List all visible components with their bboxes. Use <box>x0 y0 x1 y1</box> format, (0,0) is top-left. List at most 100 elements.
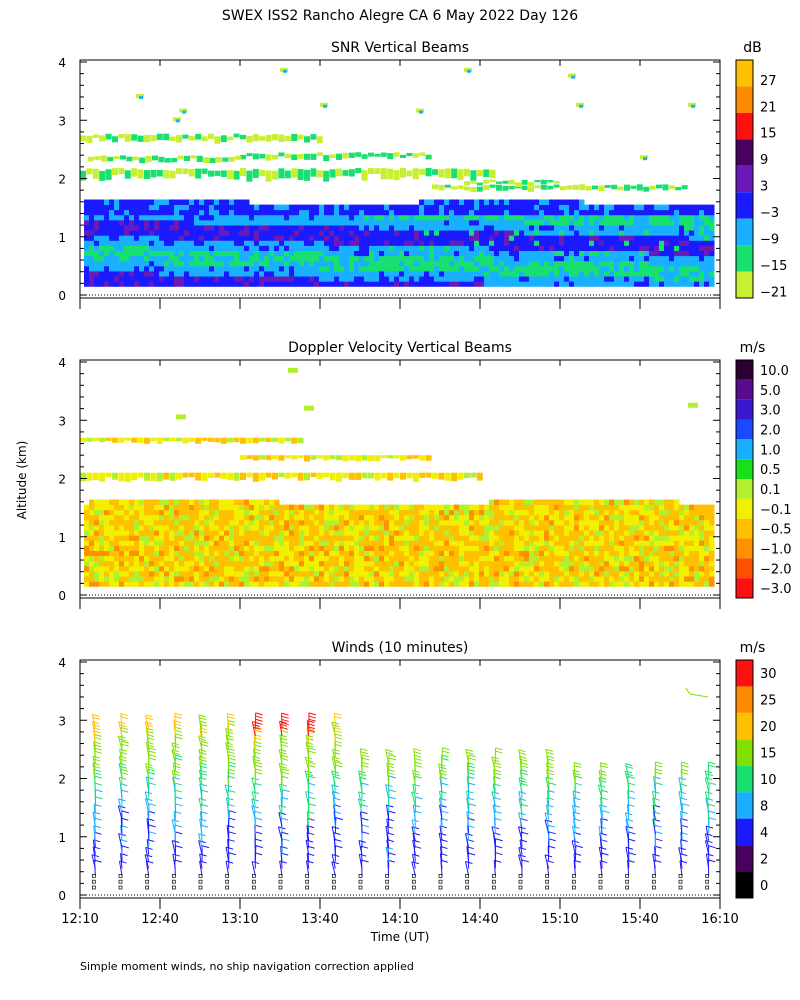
snr-cell <box>444 276 450 282</box>
doppler-cell <box>264 530 270 536</box>
doppler-cell <box>199 560 205 567</box>
doppler-cell <box>169 535 175 541</box>
snr-cell <box>574 235 580 241</box>
wind-barb <box>174 729 183 733</box>
snr-cell <box>549 260 555 267</box>
doppler-cell <box>359 565 365 572</box>
doppler-cell <box>199 571 205 577</box>
snr-cell <box>614 245 620 251</box>
doppler-cell <box>354 504 360 511</box>
snr-cell <box>189 281 195 287</box>
doppler-cell <box>219 545 225 551</box>
snr-cell <box>384 235 390 241</box>
doppler-cell <box>649 550 655 557</box>
snr-cell <box>209 235 215 241</box>
doppler-cell <box>309 571 315 577</box>
doppler-cell <box>449 504 455 511</box>
snr-cell <box>544 255 550 262</box>
snr-cell <box>479 265 485 272</box>
snr-cell <box>389 281 395 287</box>
wind-barb <box>199 811 203 827</box>
snr-cell <box>284 230 290 236</box>
snr-cell <box>229 255 235 262</box>
doppler-cell <box>274 514 280 521</box>
doppler-cell <box>344 576 350 582</box>
doppler-cell <box>654 514 660 521</box>
doppler-cell <box>214 525 220 531</box>
doppler-cell <box>219 499 225 506</box>
doppler-cell <box>619 560 625 567</box>
doppler-cell <box>224 519 230 526</box>
snr-cell <box>634 225 640 231</box>
snr-cell <box>119 245 125 251</box>
snr-cell <box>624 184 630 191</box>
doppler-cell <box>399 519 405 526</box>
snr-cell <box>189 209 195 216</box>
snr-cell <box>476 182 483 186</box>
snr-cell <box>189 199 195 206</box>
snr-cell <box>229 245 235 251</box>
doppler-cell <box>199 550 205 557</box>
doppler-cell <box>434 540 440 546</box>
snr-cell <box>159 235 165 241</box>
snr-cell <box>474 204 480 211</box>
snr-cell <box>89 240 95 246</box>
snr-cell <box>289 240 295 246</box>
colorbar-segment <box>736 518 753 539</box>
doppler-cell <box>539 504 545 511</box>
snr-cell <box>84 209 90 216</box>
snr-cell <box>264 235 270 241</box>
doppler-cell <box>344 509 350 516</box>
snr-cell <box>554 240 560 246</box>
snr-cell <box>654 265 660 272</box>
doppler-cell <box>319 514 325 521</box>
doppler-cell <box>424 545 430 551</box>
snr-cell <box>484 250 490 257</box>
snr-cell <box>104 225 110 231</box>
snr-cell <box>139 255 145 262</box>
doppler-cell <box>639 509 645 516</box>
snr-cell <box>189 225 195 231</box>
snr-cell <box>144 265 150 272</box>
snr-cell <box>534 185 541 189</box>
snr-cell <box>579 214 585 221</box>
snr-cell <box>689 271 695 277</box>
doppler-cell <box>639 525 645 531</box>
doppler-cell <box>304 525 310 531</box>
snr-cell <box>269 245 275 251</box>
doppler-cell <box>424 581 430 587</box>
snr-cell <box>89 245 95 251</box>
doppler-cell <box>134 509 140 516</box>
snr-cell <box>694 265 700 272</box>
doppler-cell <box>629 576 635 582</box>
doppler-cell <box>139 581 145 587</box>
doppler-cell <box>554 545 560 551</box>
snr-cell <box>454 271 460 277</box>
doppler-cell <box>389 514 395 521</box>
doppler-cell <box>254 519 260 526</box>
doppler-cell <box>414 525 420 531</box>
snr-cell <box>379 204 385 211</box>
doppler-cell <box>319 550 325 557</box>
snr-cell <box>309 260 315 267</box>
doppler-cell <box>189 571 195 577</box>
doppler-cell <box>504 550 510 557</box>
snr-cell <box>274 225 280 231</box>
doppler-cell <box>269 509 275 516</box>
snr-cell <box>394 209 400 216</box>
snr-cell <box>559 230 565 236</box>
snr-cell <box>449 276 455 282</box>
snr-cell <box>679 235 685 241</box>
doppler-cell <box>114 535 120 541</box>
doppler-cell <box>284 437 291 442</box>
snr-cell <box>484 281 490 287</box>
doppler-cell <box>509 555 515 562</box>
doppler-cell <box>564 530 570 536</box>
snr-cell <box>329 271 335 277</box>
snr-cell <box>399 214 405 221</box>
snr-cell <box>639 214 645 221</box>
doppler-cell <box>174 504 180 511</box>
doppler-cell <box>524 555 530 562</box>
doppler-cell <box>649 560 655 567</box>
snr-cell <box>579 271 585 277</box>
